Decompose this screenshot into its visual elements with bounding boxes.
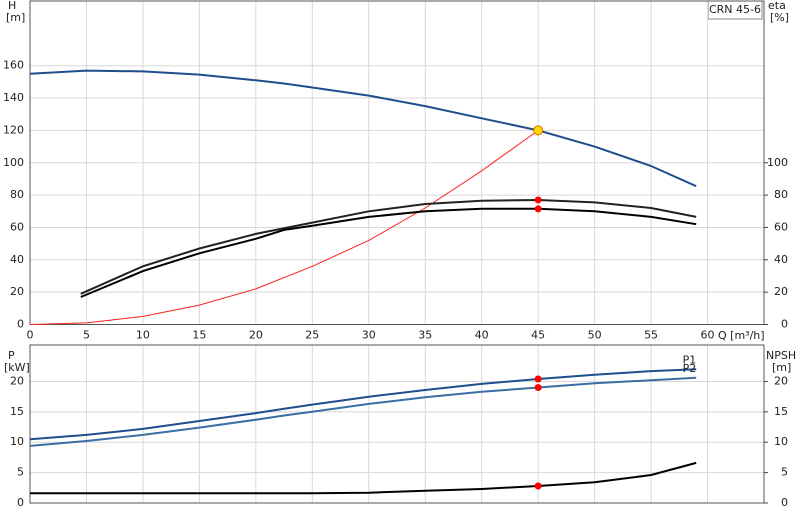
y-tick-label: 60 [10, 220, 24, 233]
x-tick-label: 35 [418, 329, 432, 342]
x-tick-label: 20 [249, 329, 263, 342]
y2-label: NPSH [766, 349, 796, 362]
x-tick-label: 30 [362, 329, 376, 342]
duty-point [534, 482, 542, 490]
y2-tick-label: 100 [767, 156, 788, 169]
curve [80, 207, 697, 298]
x-tick-label: 25 [305, 329, 319, 342]
curve [30, 461, 697, 495]
curve [29, 376, 697, 447]
y2-tick-label: 15 [774, 405, 788, 418]
y2-tick-label: 20 [774, 285, 788, 298]
y-tick-label: 140 [3, 91, 24, 104]
y2-label: eta [768, 0, 786, 12]
y2-tick-label: 80 [774, 188, 788, 201]
y2-tick-label: 0 [781, 318, 788, 331]
y-tick-label: 15 [10, 405, 24, 418]
y2-tick-label: 10 [774, 435, 788, 448]
y2-tick-label: 40 [774, 253, 788, 266]
y-tick-label: 20 [10, 374, 24, 387]
duty-point [534, 384, 542, 392]
duty-point [534, 205, 542, 213]
plot-frame [29, 0, 765, 325]
plot-frame [29, 344, 765, 504]
duty-point [534, 375, 542, 383]
x-tick-label: 10 [136, 329, 150, 342]
y2-unit: [m] [772, 361, 791, 374]
y-tick-label: 0 [17, 496, 24, 509]
x-tick-label: 40 [475, 329, 489, 342]
model-label: CRN 45-6 [709, 3, 761, 16]
y-tick-label: 120 [3, 123, 24, 136]
y-tick-label: 40 [10, 253, 24, 266]
y2-tick-label: 20 [774, 374, 788, 387]
y-label: H [8, 0, 16, 12]
y-tick-label: 160 [3, 59, 24, 72]
curve [29, 69, 697, 188]
series-label: P2 [683, 362, 697, 375]
y-tick-label: 5 [17, 466, 24, 479]
duty-point [534, 196, 542, 204]
y-tick-label: 10 [10, 435, 24, 448]
x-tick-label: 60 [701, 329, 715, 342]
x-tick-label: 55 [644, 329, 658, 342]
series-label: P1 [683, 353, 697, 366]
x-tick-label: 5 [83, 329, 90, 342]
curve [80, 198, 697, 295]
y2-tick-label: 0 [781, 496, 788, 509]
y2-tick-label: 60 [774, 220, 788, 233]
y2-unit: [%] [770, 11, 789, 24]
y-unit: [m] [6, 11, 25, 24]
x-tick-label: 45 [531, 329, 545, 342]
x-tick-label: 50 [588, 329, 602, 342]
y-tick-label: 20 [10, 285, 24, 298]
curve [29, 129, 539, 325]
x-tick-label: 0 [27, 329, 34, 342]
y-unit: [kW] [4, 361, 30, 374]
y-tick-label: 80 [10, 188, 24, 201]
y-tick-label: 0 [17, 318, 24, 331]
y-label: P [8, 349, 15, 362]
x-label: Q [m³/h] [718, 329, 765, 342]
y2-tick-label: 5 [781, 466, 788, 479]
duty-point [533, 125, 544, 136]
x-tick-label: 15 [192, 329, 206, 342]
y-tick-label: 100 [3, 156, 24, 169]
curve [29, 368, 697, 441]
